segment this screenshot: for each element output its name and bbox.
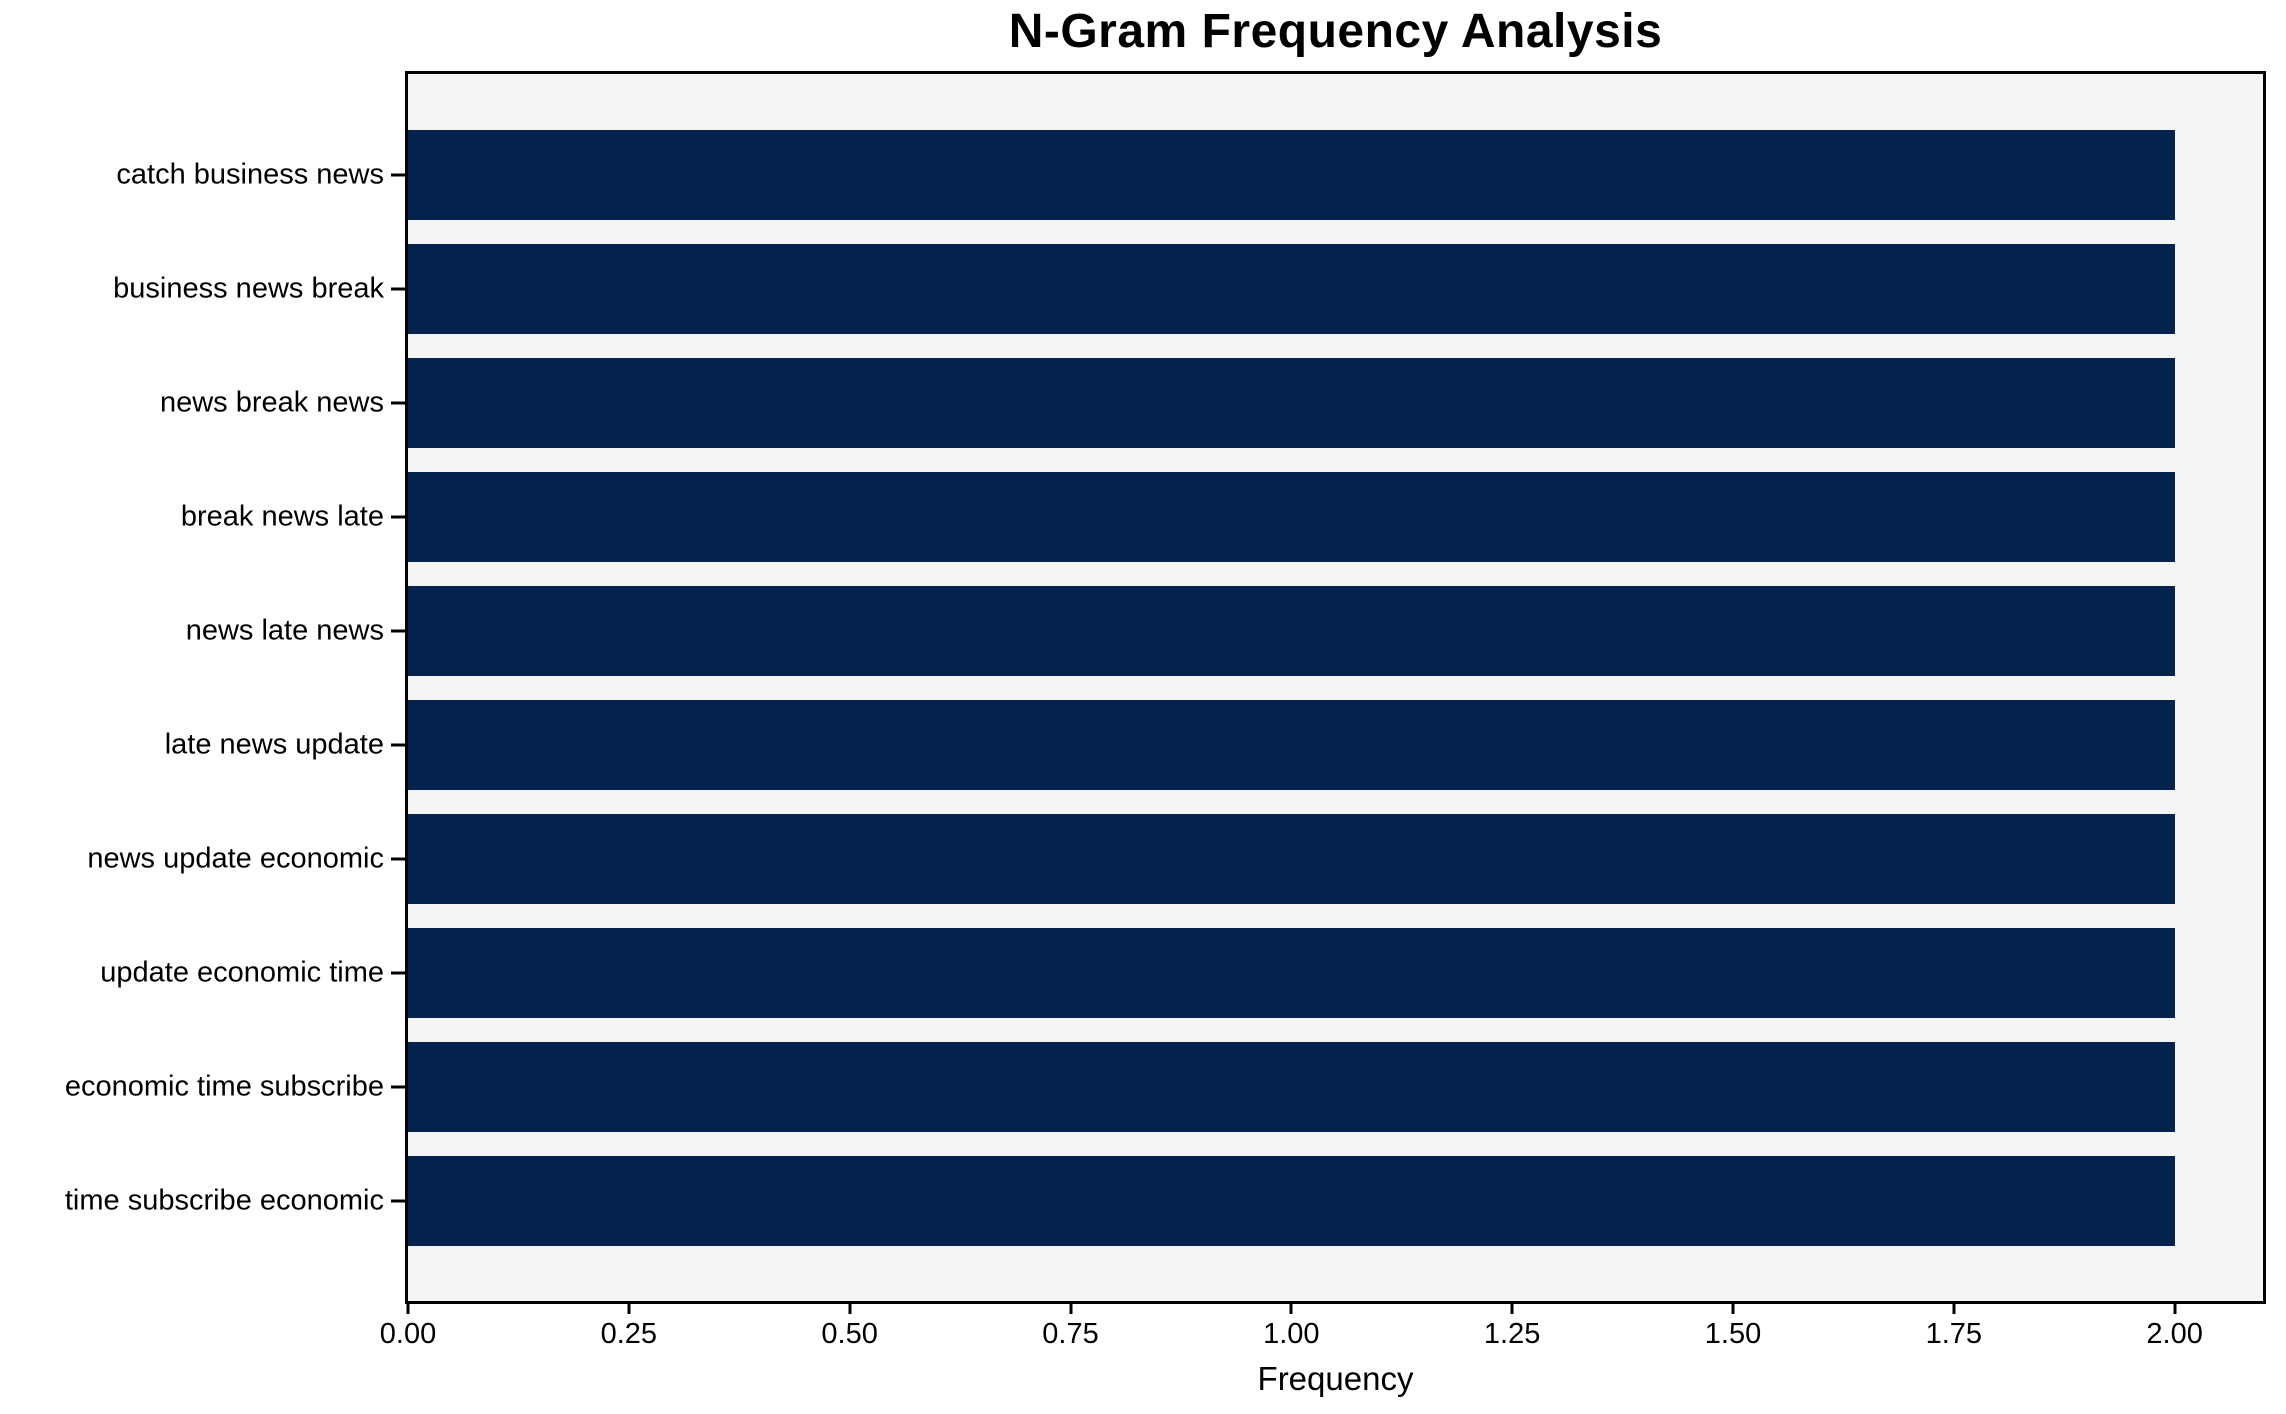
x-tick-mark	[848, 1304, 852, 1314]
x-tick-label: 0.50	[821, 1318, 878, 1350]
y-tick-mark	[391, 173, 405, 177]
frequency-bar	[408, 1156, 2175, 1246]
x-tick-label: 1.25	[1483, 1318, 1541, 1350]
y-tick-mark	[391, 743, 405, 747]
x-tick-mark	[2173, 1304, 2177, 1314]
x-tick-mark	[1731, 1304, 1735, 1314]
bars-container: catch business news business news break ne…	[65, 74, 2263, 1301]
x-tick-mark	[1510, 1304, 1514, 1314]
frequency-bar	[408, 928, 2175, 1018]
bar-row: break news late	[181, 472, 2263, 562]
x-tick-label: 1.75	[1925, 1318, 1983, 1350]
y-tick-label: break news late	[180, 500, 384, 533]
bar-row: news late news	[186, 586, 2263, 676]
x-tick-mark	[1952, 1304, 1956, 1314]
x-tick-label: 1.50	[1704, 1318, 1762, 1350]
frequency-bar	[408, 586, 2175, 676]
x-axis-label: Frequency	[1257, 1360, 1414, 1397]
bar-row: news break news	[160, 358, 2263, 448]
x-tick-label: 0.75	[1042, 1318, 1099, 1350]
frequency-bar	[408, 244, 2175, 334]
bar-row: time subscribe economic	[65, 1156, 2263, 1246]
y-tick-label: late news update	[164, 728, 384, 761]
y-tick-label: news break news	[159, 386, 384, 419]
x-axis: 0.00 0.25 0.50 0.75 1.00 1.25 1.50 1.75 2.00	[380, 1304, 2263, 1364]
y-tick-mark	[391, 515, 405, 519]
bar-row: business news break	[113, 244, 2263, 334]
y-tick-mark	[391, 287, 405, 291]
x-tick-label: 2.00	[2146, 1318, 2203, 1350]
chart-title: N-Gram Frequency Analysis	[1008, 5, 1663, 58]
frequency-bar	[408, 814, 2175, 904]
bar-row: economic time subscribe	[65, 1042, 2263, 1132]
x-tick-mark	[1069, 1304, 1072, 1314]
frequency-bar	[408, 130, 2175, 220]
frequency-bar	[408, 1042, 2175, 1132]
bar-row: catch business news	[116, 130, 2263, 220]
y-tick-mark	[391, 1085, 405, 1089]
y-tick-label: economic time subscribe	[64, 1070, 384, 1103]
bar-row: news update economic	[87, 814, 2263, 904]
frequency-bar	[408, 700, 2175, 790]
x-tick-mark	[406, 1304, 410, 1314]
y-tick-label: business news break	[113, 272, 384, 305]
bar-row: update economic time	[100, 928, 2263, 1018]
y-tick-label: news late news	[185, 614, 384, 647]
x-tick-mark	[627, 1304, 631, 1314]
y-tick-mark	[391, 971, 405, 975]
frequency-bar	[408, 472, 2175, 562]
frequency-bar	[408, 358, 2175, 448]
y-tick-label: time subscribe economic	[64, 1184, 384, 1217]
y-tick-mark	[391, 629, 405, 633]
x-tick-mark	[1289, 1304, 1293, 1314]
x-tick-label: 0.25	[600, 1318, 658, 1350]
y-tick-mark	[391, 857, 405, 861]
y-tick-label: update economic time	[100, 956, 384, 989]
plot-area: catch business news business news break ne…	[65, 71, 2266, 1304]
x-tick-label: 1.00	[1263, 1318, 1320, 1350]
y-tick-label: catch business news	[116, 158, 384, 191]
bar-row: late news update	[165, 700, 2263, 790]
y-tick-mark	[391, 1199, 405, 1203]
x-tick-label: 0.00	[379, 1318, 437, 1350]
y-tick-label: news update economic	[87, 842, 384, 875]
y-tick-mark	[391, 401, 405, 405]
